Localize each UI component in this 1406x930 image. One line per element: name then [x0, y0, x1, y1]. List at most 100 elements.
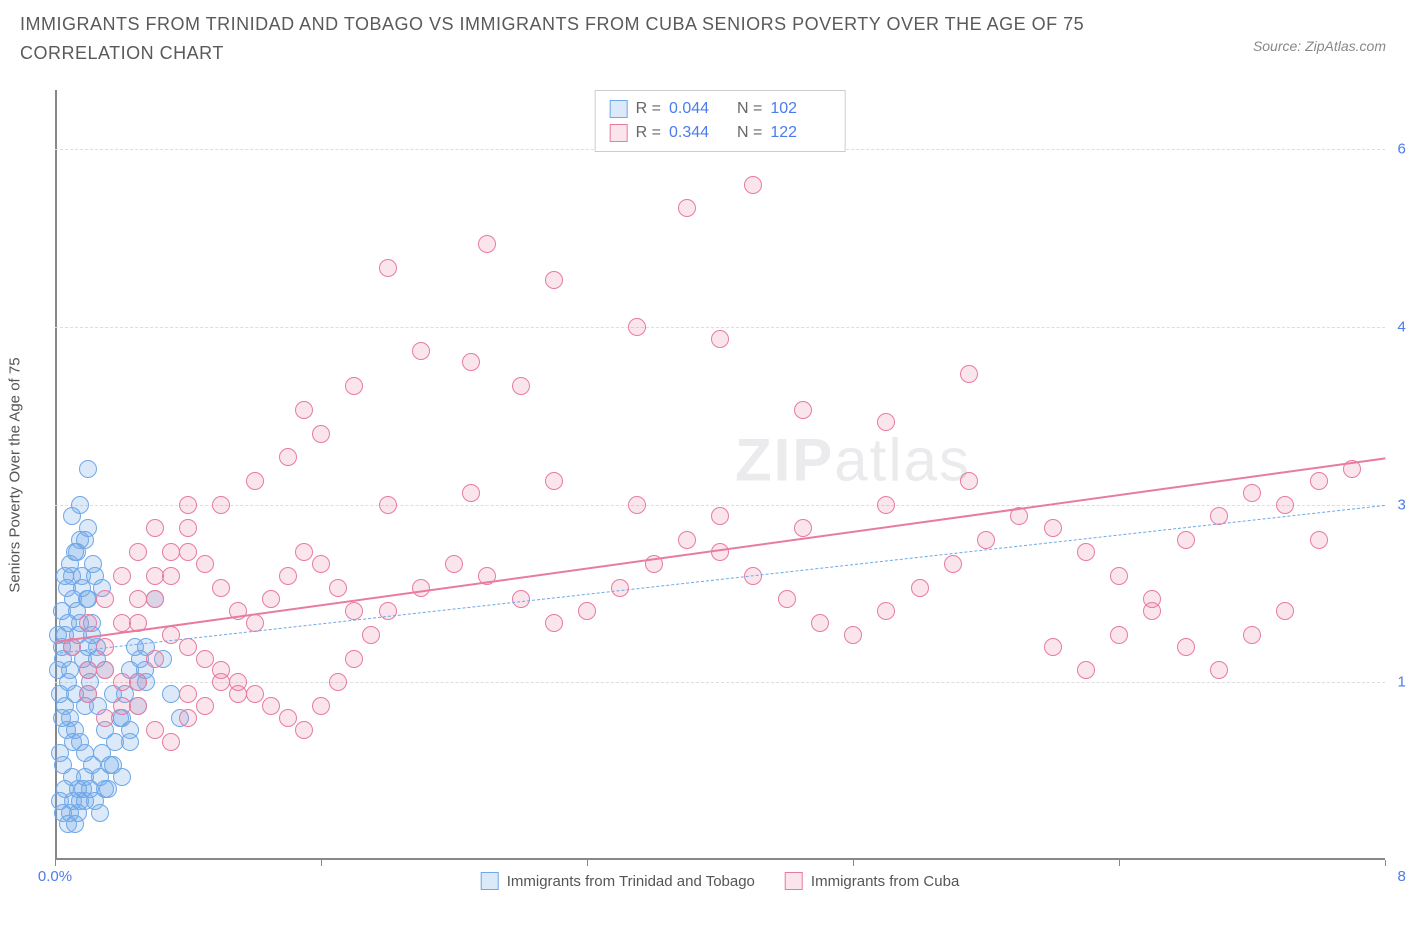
data-point-series-1: [578, 602, 596, 620]
chart-area: Seniors Poverty Over the Age of 75 15.0%…: [55, 90, 1385, 860]
data-point-series-1: [379, 496, 397, 514]
data-point-series-1: [329, 673, 347, 691]
data-point-series-1: [445, 555, 463, 573]
y-tick-label: 45.0%: [1397, 318, 1406, 335]
legend-swatch-series-1-b: [785, 872, 803, 890]
data-point-series-1: [295, 721, 313, 739]
correlation-legend: R = 0.044 N = 102 R = 0.344 N = 122: [595, 90, 846, 152]
data-point-series-0: [101, 756, 119, 774]
data-point-series-1: [312, 425, 330, 443]
legend-swatch-series-0: [610, 100, 628, 118]
data-point-series-1: [146, 590, 164, 608]
x-tick-mark: [1385, 860, 1386, 866]
data-point-series-1: [977, 531, 995, 549]
data-point-series-0: [53, 602, 71, 620]
data-point-series-1: [129, 590, 147, 608]
y-tick-label: 30.0%: [1397, 496, 1406, 513]
data-point-series-1: [1077, 543, 1095, 561]
data-point-series-1: [1177, 531, 1195, 549]
data-point-series-1: [1210, 661, 1228, 679]
data-point-series-1: [129, 543, 147, 561]
data-point-series-1: [412, 579, 430, 597]
data-point-series-1: [944, 555, 962, 573]
data-point-series-1: [196, 650, 214, 668]
data-point-series-1: [162, 543, 180, 561]
data-point-series-1: [545, 472, 563, 490]
data-point-series-1: [478, 235, 496, 253]
data-point-series-1: [146, 519, 164, 537]
data-point-series-1: [811, 614, 829, 632]
data-point-series-1: [295, 543, 313, 561]
data-point-series-1: [1243, 626, 1261, 644]
data-point-series-1: [146, 650, 164, 668]
data-point-series-1: [1310, 472, 1328, 490]
data-point-series-1: [96, 709, 114, 727]
y-tick-label: 15.0%: [1397, 674, 1406, 691]
x-tick-mark: [1119, 860, 1120, 866]
data-point-series-0: [66, 815, 84, 833]
x-tick-mark: [853, 860, 854, 866]
legend-row-series-1: R = 0.344 N = 122: [610, 121, 831, 145]
legend-label-series-0: Immigrants from Trinidad and Tobago: [507, 873, 755, 890]
data-point-series-1: [295, 401, 313, 419]
data-point-series-1: [196, 697, 214, 715]
data-point-series-1: [146, 721, 164, 739]
data-point-series-1: [113, 697, 131, 715]
data-point-series-0: [106, 733, 124, 751]
data-point-series-1: [711, 507, 729, 525]
data-point-series-1: [678, 199, 696, 217]
data-point-series-1: [146, 567, 164, 585]
data-point-series-1: [611, 579, 629, 597]
data-point-series-1: [512, 377, 530, 395]
data-point-series-1: [794, 519, 812, 537]
data-point-series-0: [91, 804, 109, 822]
data-point-series-1: [179, 519, 197, 537]
data-point-series-1: [113, 673, 131, 691]
data-point-series-1: [628, 318, 646, 336]
data-point-series-0: [79, 460, 97, 478]
data-point-series-0: [78, 590, 96, 608]
data-point-series-1: [1276, 602, 1294, 620]
data-point-series-1: [1310, 531, 1328, 549]
data-point-series-1: [312, 697, 330, 715]
legend-item-series-0: Immigrants from Trinidad and Tobago: [481, 872, 755, 890]
chart-header: IMMIGRANTS FROM TRINIDAD AND TOBAGO VS I…: [0, 0, 1406, 68]
data-point-series-1: [279, 567, 297, 585]
data-point-series-1: [877, 496, 895, 514]
data-point-series-1: [462, 484, 480, 502]
data-point-series-1: [794, 401, 812, 419]
data-point-series-1: [345, 602, 363, 620]
data-point-series-1: [744, 176, 762, 194]
data-point-series-1: [911, 579, 929, 597]
data-point-series-1: [79, 614, 97, 632]
data-point-series-1: [1276, 496, 1294, 514]
data-point-series-1: [877, 413, 895, 431]
legend-swatch-series-1: [610, 124, 628, 142]
data-point-series-1: [262, 697, 280, 715]
data-point-series-1: [246, 685, 264, 703]
data-point-series-1: [179, 685, 197, 703]
chart-title: IMMIGRANTS FROM TRINIDAD AND TOBAGO VS I…: [20, 10, 1150, 68]
data-point-series-1: [162, 733, 180, 751]
data-point-series-0: [73, 567, 91, 585]
data-point-series-1: [628, 496, 646, 514]
data-point-series-1: [162, 567, 180, 585]
data-point-series-1: [379, 259, 397, 277]
data-point-series-1: [179, 638, 197, 656]
data-point-series-0: [79, 638, 97, 656]
data-point-series-1: [545, 271, 563, 289]
data-point-series-1: [262, 590, 280, 608]
data-point-series-1: [778, 590, 796, 608]
legend-label-series-1: Immigrants from Cuba: [811, 873, 959, 890]
data-point-series-1: [1177, 638, 1195, 656]
data-point-series-0: [162, 685, 180, 703]
gridline: [55, 682, 1385, 683]
data-point-series-0: [49, 661, 67, 679]
data-point-series-1: [229, 673, 247, 691]
data-point-series-1: [1044, 638, 1062, 656]
data-point-series-1: [960, 472, 978, 490]
gridline: [55, 327, 1385, 328]
data-point-series-1: [212, 579, 230, 597]
y-tick-label: 60.0%: [1397, 141, 1406, 158]
data-point-series-1: [113, 567, 131, 585]
